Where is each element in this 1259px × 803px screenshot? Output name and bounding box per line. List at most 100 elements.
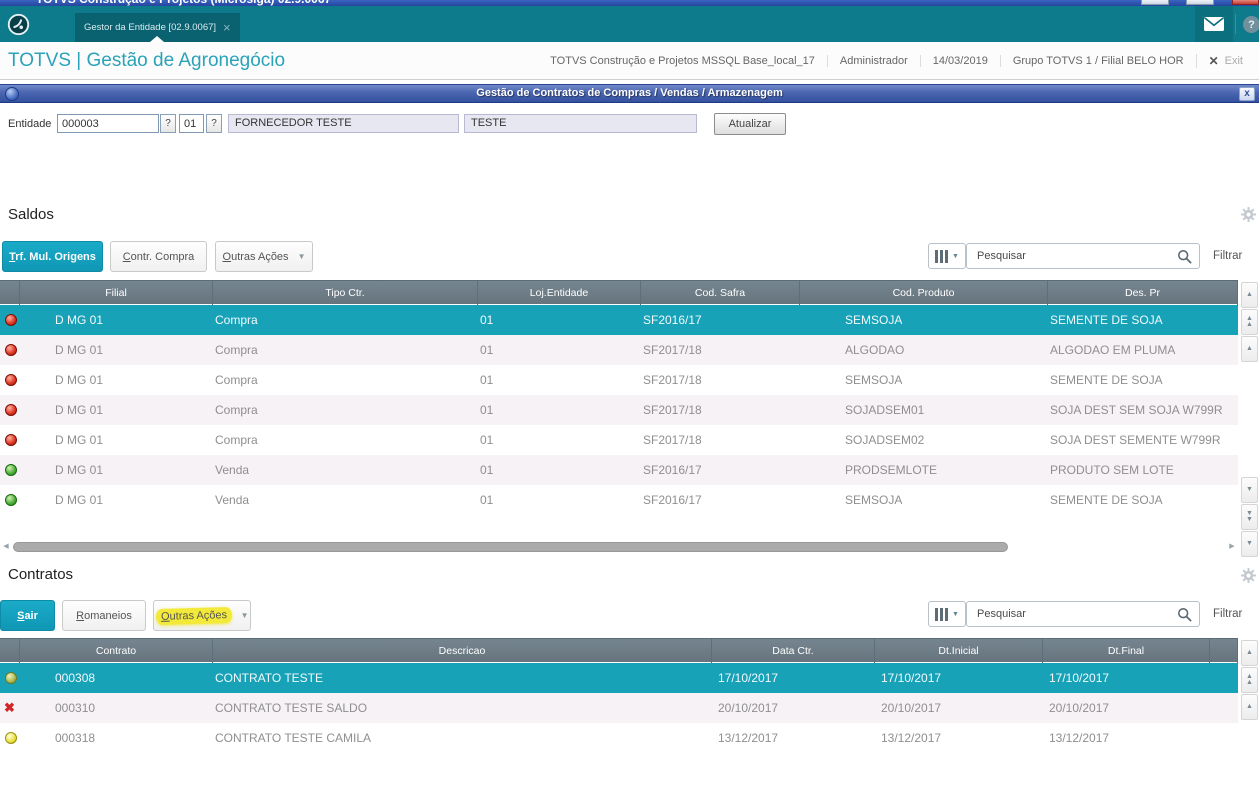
date-info: 14/03/2019 xyxy=(919,54,1000,67)
scrollbar-thumb[interactable] xyxy=(13,542,1008,552)
scroll-up-button[interactable]: ▲ xyxy=(1241,336,1258,362)
scroll-page-up-button[interactable]: ▲ ▲ xyxy=(1241,667,1258,693)
close-window-button[interactable] xyxy=(1232,0,1259,5)
exit-button[interactable]: ✕ Exit xyxy=(1195,53,1255,68)
table-row[interactable]: D MG 01 Venda 01 SF2016/17 PRODSEMLOTE P… xyxy=(0,455,1238,485)
entity-code-lookup-button[interactable]: ? xyxy=(160,114,176,133)
cell-dt-inicial: 20/10/2017 xyxy=(881,701,942,715)
columns-icon xyxy=(935,249,949,263)
entity-store-lookup-button[interactable]: ? xyxy=(206,114,222,133)
tab-bar: Gestor da Entidade [02.9.0067] × ? xyxy=(0,6,1259,42)
column-header-status[interactable] xyxy=(0,281,20,305)
table-row[interactable]: D MG 01 Compra 01 SF2017/18 SOJADSEM02 S… xyxy=(0,425,1238,455)
up-icon: ▲ xyxy=(1246,703,1253,710)
table-row[interactable]: D MG 01 Compra 01 SF2016/17 SEMSOJA SEME… xyxy=(0,305,1238,335)
sair-button[interactable]: Sair xyxy=(0,600,55,631)
table-row[interactable]: ✖ 000310 CONTRATO TESTE SALDO 20/10/2017… xyxy=(0,693,1238,723)
contr-compra-button[interactable]: Contr. Compra xyxy=(110,241,207,272)
scroll-up-button[interactable]: ▲ xyxy=(1241,282,1258,308)
table-row[interactable]: 000308 CONTRATO TESTE 17/10/2017 17/10/2… xyxy=(0,663,1238,693)
status-red-icon xyxy=(5,374,17,386)
search-icon[interactable] xyxy=(1177,249,1192,264)
scroll-down-button[interactable]: ▼ xyxy=(1241,531,1258,557)
saldos-search-input[interactable] xyxy=(975,245,1165,267)
column-header-tipo[interactable]: Tipo Ctr. xyxy=(213,281,478,305)
scroll-right-icon[interactable]: ▶ xyxy=(1229,543,1235,550)
entity-store-input[interactable] xyxy=(179,114,204,133)
cell-filial: D MG 01 xyxy=(55,403,104,417)
entity-shortname-field: TESTE xyxy=(464,114,697,133)
column-header-status[interactable] xyxy=(0,639,20,663)
column-header-dt-inicial[interactable]: Dt.Inicial xyxy=(875,639,1043,663)
cell-contrato: 000308 xyxy=(55,671,96,685)
cell-descricao: CONTRATO TESTE xyxy=(215,671,324,685)
tab-close-icon[interactable]: × xyxy=(223,20,231,35)
tab-gestor-da-entidade[interactable]: Gestor da Entidade [02.9.0067] × xyxy=(75,13,240,42)
entity-code-input[interactable] xyxy=(57,114,159,133)
minimize-button[interactable] xyxy=(1141,0,1169,5)
scroll-down-button[interactable]: ▼ xyxy=(1241,477,1258,503)
column-header-data-ctr[interactable]: Data Ctr. xyxy=(712,639,875,663)
cell-filial: D MG 01 xyxy=(55,343,104,357)
up-icon: ▲ xyxy=(1246,679,1253,686)
contratos-gear-icon[interactable] xyxy=(1241,568,1256,583)
table-row[interactable]: 000318 CONTRATO TESTE CAMILA 13/12/2017 … xyxy=(0,723,1238,753)
cell-produto: ALGODAO xyxy=(845,343,905,357)
maximize-button[interactable] xyxy=(1186,0,1214,5)
saldos-outras-acoes-button[interactable]: Outras Ações ▼ xyxy=(215,241,313,272)
scroll-up-button[interactable]: ▲ xyxy=(1241,640,1258,666)
refresh-button[interactable]: Atualizar xyxy=(714,113,786,135)
cell-produto: SEMSOJA xyxy=(845,493,903,507)
help-button[interactable]: ? xyxy=(1243,16,1259,33)
cell-desc: SEMENTE DE SOJA xyxy=(1050,373,1163,387)
cell-loja: 01 xyxy=(480,373,494,387)
button-label: Outras Ações xyxy=(160,608,227,623)
scroll-up-button[interactable]: ▲ xyxy=(1241,694,1258,720)
cell-loja: 01 xyxy=(480,343,494,357)
column-header-filial[interactable]: Filial xyxy=(20,281,213,305)
contratos-search-input[interactable] xyxy=(975,603,1165,625)
column-header-dt-final[interactable]: Dt.Final xyxy=(1043,639,1210,663)
dropdown-arrow-icon: ▼ xyxy=(952,252,959,260)
column-header-extra[interactable] xyxy=(1210,639,1238,663)
trf-mul-origens-button[interactable]: Trf. Mul. Origens xyxy=(2,241,103,272)
up-icon: ▲ xyxy=(1246,649,1253,656)
dialog-icon xyxy=(5,87,19,101)
table-row[interactable]: D MG 01 Compra 01 SF2017/18 SOJADSEM01 S… xyxy=(0,395,1238,425)
column-header-descricao[interactable]: Descricao xyxy=(213,639,712,663)
cell-dt-inicial: 13/12/2017 xyxy=(881,731,942,745)
search-icon[interactable] xyxy=(1177,607,1192,622)
dialog-titlebar: Gestão de Contratos de Compras / Vendas … xyxy=(0,84,1259,103)
cell-produto: SOJADSEM02 xyxy=(845,433,925,447)
saldos-gear-icon[interactable] xyxy=(1241,207,1256,222)
cell-loja: 01 xyxy=(480,463,494,477)
table-row[interactable]: D MG 01 Venda 01 SF2016/17 SEMSOJA SEMEN… xyxy=(0,485,1238,515)
table-row[interactable]: D MG 01 Compra 01 SF2017/18 SEMSOJA SEME… xyxy=(0,365,1238,395)
contratos-table-header: Contrato Descricao Data Ctr. Dt.Inicial … xyxy=(0,638,1238,663)
cell-filial: D MG 01 xyxy=(55,373,104,387)
table-row[interactable]: D MG 01 Compra 01 SF2017/18 ALGODAO ALGO… xyxy=(0,335,1238,365)
column-header-contrato[interactable]: Contrato xyxy=(20,639,213,663)
contratos-outras-acoes-button[interactable]: Outras Ações ▼ xyxy=(153,600,251,631)
app-header: TOTVS | Gestão de Agronegócio TOTVS Cons… xyxy=(0,42,1259,80)
cell-dt-inicial: 17/10/2017 xyxy=(881,671,942,685)
column-header-loja[interactable]: Loj.Entidade xyxy=(478,281,641,305)
entity-name-field: FORNECEDOR TESTE xyxy=(228,114,459,133)
contratos-filter-link[interactable]: Filtrar xyxy=(1213,608,1243,620)
saldos-column-picker-button[interactable]: ▼ xyxy=(928,243,966,269)
scroll-page-up-button[interactable]: ▲ ▲ xyxy=(1241,309,1258,335)
romaneios-button[interactable]: Romaneios xyxy=(62,600,146,631)
mail-button[interactable] xyxy=(1195,6,1233,42)
column-header-produto[interactable]: Cod. Produto xyxy=(800,281,1048,305)
tabbar-separator xyxy=(1235,14,1236,34)
column-header-des-produto[interactable]: Des. Pr xyxy=(1048,281,1238,305)
scroll-page-down-button[interactable]: ▼ ▼ xyxy=(1241,504,1258,530)
scroll-left-icon[interactable]: ◀ xyxy=(3,543,9,550)
column-header-safra[interactable]: Cod. Safra xyxy=(641,281,800,305)
cell-desc: SOJA DEST SEMENTE W799R xyxy=(1050,433,1221,447)
saldos-filter-link[interactable]: Filtrar xyxy=(1213,250,1243,262)
cell-produto: SEMSOJA xyxy=(845,313,903,327)
dialog-close-button[interactable]: x xyxy=(1239,87,1255,101)
contratos-column-picker-button[interactable]: ▼ xyxy=(928,601,966,627)
